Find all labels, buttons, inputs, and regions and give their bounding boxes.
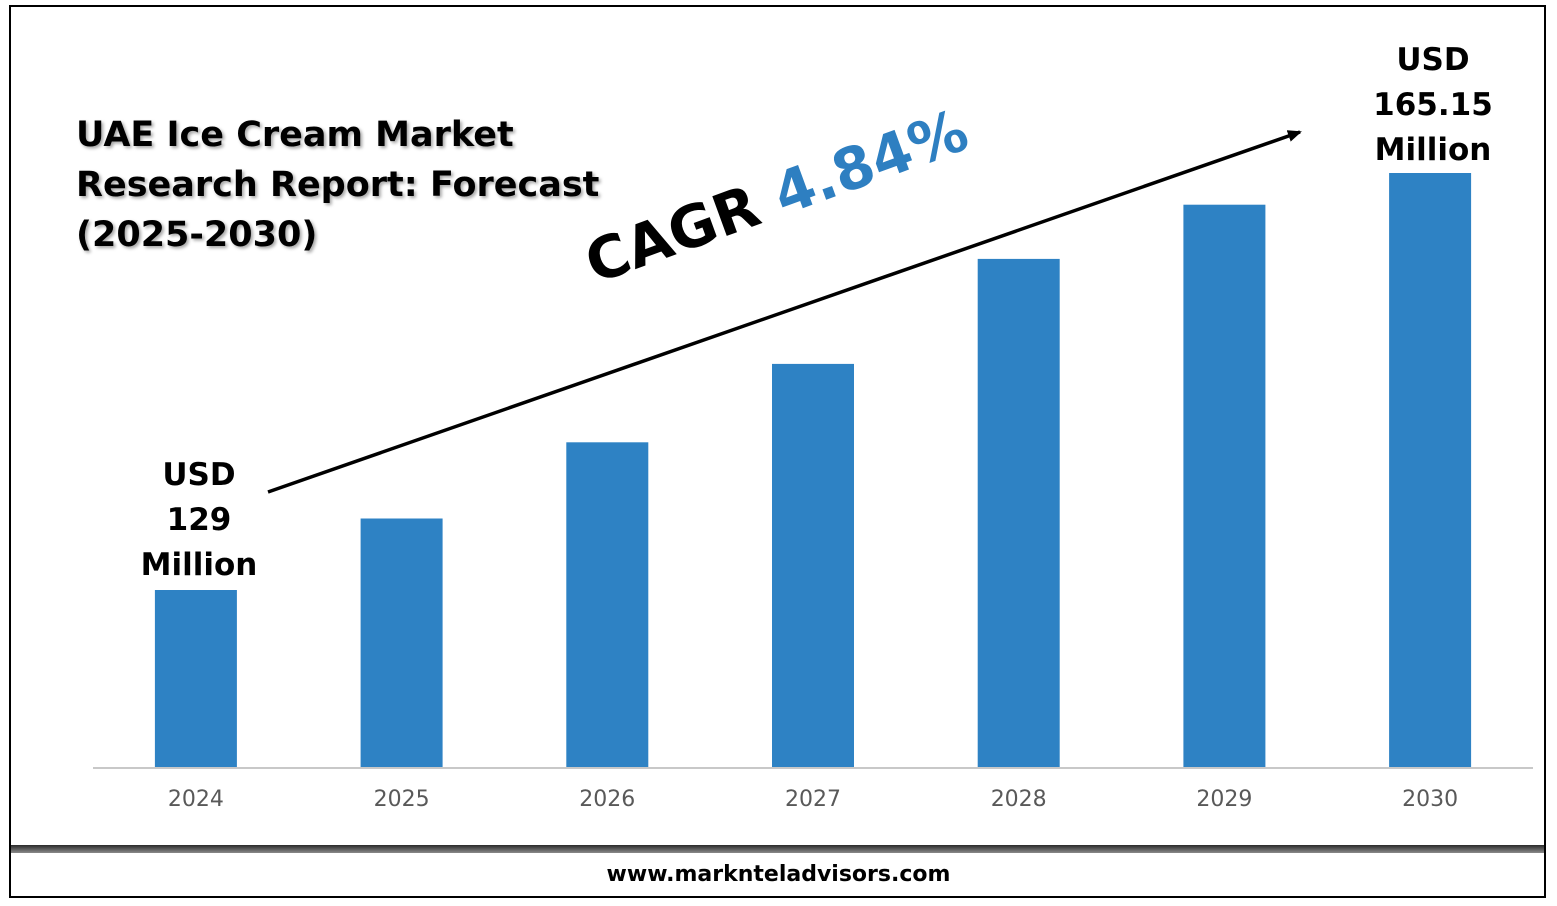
- x-tick-label-2026: 2026: [579, 787, 635, 812]
- x-tick-label-2024: 2024: [168, 787, 224, 812]
- chart-title: UAE Ice Cream Market Research Report: Fo…: [76, 115, 600, 255]
- bar-2027: [772, 363, 854, 768]
- bar-2026: [566, 442, 649, 768]
- trend-arrow: [267, 130, 1302, 494]
- bar-2029: [1183, 204, 1266, 768]
- bar-2028: [977, 258, 1060, 768]
- bars-layer: [154, 173, 1472, 768]
- bar-2025: [360, 518, 443, 768]
- bar-2030: [1389, 173, 1472, 768]
- chart-frame: [9, 5, 1546, 898]
- x-tick-label-2030: 2030: [1402, 787, 1458, 812]
- x-tick-label-2027: 2027: [785, 787, 841, 812]
- end-value-label: USD 165.15 Million: [1373, 42, 1493, 168]
- start-value-label: USD 129 Million: [140, 457, 258, 583]
- x-tick-label-2025: 2025: [374, 787, 430, 812]
- bar-2024: [154, 590, 237, 768]
- x-tick-label-2028: 2028: [991, 787, 1047, 812]
- footer-divider: [11, 845, 1544, 853]
- x-tick-label-2029: 2029: [1196, 787, 1252, 812]
- footer-website: www.marknteladvisors.com: [606, 862, 951, 887]
- x-tick-labels: 2024 2025 2026 2027 2028 2029 2030: [168, 787, 1458, 812]
